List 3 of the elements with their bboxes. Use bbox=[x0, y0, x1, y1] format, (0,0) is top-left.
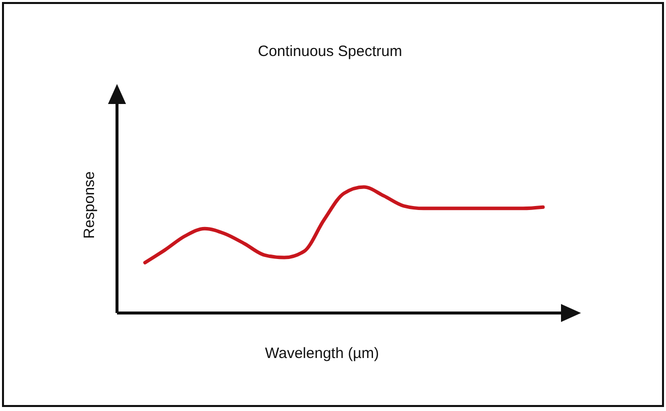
chart-title: Continuous Spectrum bbox=[258, 43, 402, 60]
x-axis-title: Wavelength (µm) bbox=[265, 345, 379, 362]
y-axis-title: Response bbox=[81, 171, 98, 239]
